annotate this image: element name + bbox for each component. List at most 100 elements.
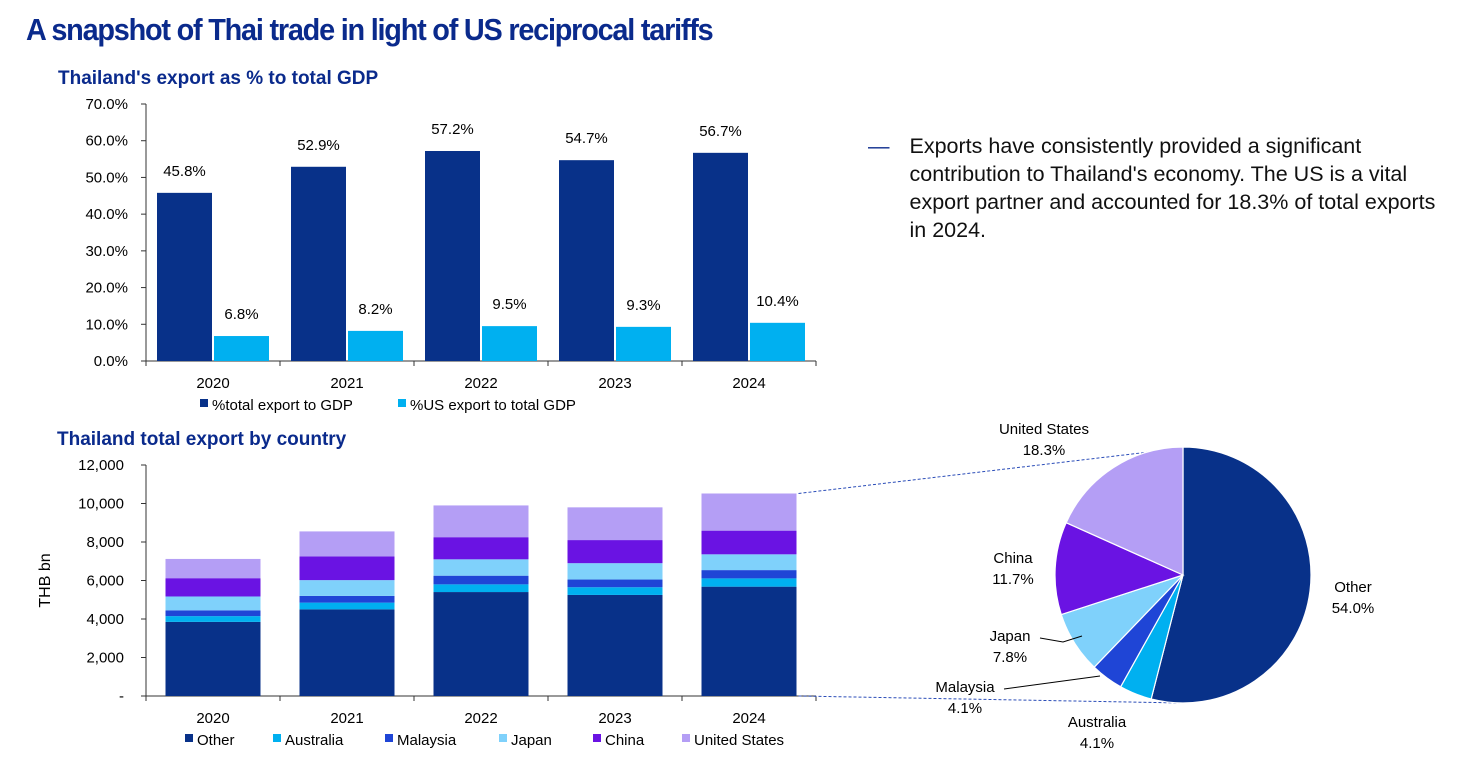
- bar-total-export: [559, 160, 614, 361]
- y-tick-label: 70.0%: [85, 96, 128, 113]
- stack-segment-australia: [299, 602, 395, 610]
- data-label: 52.9%: [297, 137, 340, 154]
- stack-segment-australia: [165, 616, 261, 622]
- legend-label: %US export to total GDP: [410, 397, 576, 414]
- pie-slice-united-states: [1065, 446, 1184, 576]
- legend-swatch: [593, 734, 601, 742]
- legend-swatch: [273, 734, 281, 742]
- data-label: 45.8%: [163, 163, 206, 180]
- stack-segment-china: [433, 537, 529, 560]
- stack-segment-other: [567, 594, 663, 696]
- stack-segment-australia: [567, 587, 663, 595]
- stack-segment-japan: [299, 580, 395, 596]
- y-tick-label: 30.0%: [85, 243, 128, 260]
- pie-value-malaysia: 4.1%: [948, 700, 982, 717]
- legend-label: Japan: [511, 732, 552, 749]
- legend-label: Other: [197, 732, 235, 749]
- y-tick-label: 8,000: [86, 534, 124, 551]
- bar-total-export: [693, 152, 748, 361]
- stack-segment-china: [165, 578, 261, 597]
- pie-label-japan: Japan: [990, 628, 1031, 645]
- y-tick-label: -: [119, 688, 124, 705]
- x-tick-label: 2022: [464, 710, 497, 727]
- bar-us-export: [616, 326, 671, 361]
- y-axis-label: THB bn: [37, 553, 54, 607]
- y-tick-label: 10.0%: [85, 316, 128, 333]
- data-label: 9.3%: [626, 297, 660, 314]
- stack-segment-china: [701, 530, 797, 555]
- legend-label: Australia: [285, 732, 344, 749]
- stack-segment-china: [299, 556, 395, 581]
- data-label: 10.4%: [756, 293, 799, 310]
- stack-segment-malaysia: [433, 575, 529, 585]
- bar-us-export: [214, 336, 269, 361]
- stack-segment-other: [433, 592, 529, 696]
- stack-segment-australia: [701, 578, 797, 587]
- commentary-dash: —: [868, 134, 890, 158]
- stack-segment-united-states: [567, 507, 663, 541]
- stack-segment-japan: [165, 596, 261, 611]
- bar-us-export: [348, 330, 403, 361]
- stack-segment-united-states: [433, 505, 529, 538]
- legend-swatch: [499, 734, 507, 742]
- legend-swatch: [385, 734, 393, 742]
- x-tick-label: 2024: [732, 710, 765, 727]
- x-tick-label: 2024: [732, 375, 765, 392]
- stack-segment-other: [165, 621, 261, 696]
- legend-swatch: [398, 399, 406, 407]
- data-label: 6.8%: [224, 306, 258, 323]
- y-tick-label: 60.0%: [85, 133, 128, 150]
- y-tick-label: 12,000: [78, 457, 124, 474]
- connector-line-top: [798, 447, 1184, 494]
- stack-segment-united-states: [165, 558, 261, 579]
- x-tick-label: 2021: [330, 710, 363, 727]
- pie-value-other: 54.0%: [1332, 600, 1375, 617]
- data-label: 8.2%: [358, 301, 392, 318]
- data-label: 56.7%: [699, 123, 742, 140]
- stack-segment-japan: [701, 554, 797, 571]
- commentary: — Exports have consistently provided a s…: [868, 132, 1448, 244]
- x-tick-label: 2020: [196, 375, 229, 392]
- pie-value-united-states: 18.3%: [1023, 442, 1066, 459]
- x-tick-label: 2021: [330, 375, 363, 392]
- pie-label-malaysia: Malaysia: [935, 679, 995, 696]
- pie-slice-other: [1150, 446, 1312, 704]
- x-tick-label: 2022: [464, 375, 497, 392]
- pie-slice-china: [1054, 521, 1185, 616]
- leader-line-malaysia: [1003, 675, 1101, 690]
- y-tick-label: 2,000: [86, 650, 124, 667]
- y-tick-label: 40.0%: [85, 206, 128, 223]
- pie-value-japan: 7.8%: [993, 649, 1027, 666]
- legend-label: United States: [694, 732, 784, 749]
- bar-total-export: [425, 150, 480, 361]
- bar-us-export: [482, 326, 537, 361]
- pie-value-china: 11.7%: [992, 571, 1033, 588]
- y-tick-label: 50.0%: [85, 169, 128, 186]
- chart-title-export-gdp: Thailand's export as % to total GDP: [58, 68, 379, 89]
- stack-segment-malaysia: [299, 595, 395, 603]
- stack-segment-other: [701, 586, 797, 696]
- y-tick-label: 4,000: [86, 611, 124, 628]
- pie-label-united-states: United States: [999, 421, 1089, 438]
- stack-segment-other: [299, 609, 395, 696]
- connector-line-bottom: [798, 695, 1184, 704]
- leader-line-japan: [1039, 635, 1083, 643]
- stack-segment-malaysia: [165, 610, 261, 617]
- stack-segment-australia: [433, 584, 529, 593]
- legend-swatch: [682, 734, 690, 742]
- bar-total-export: [157, 192, 212, 361]
- legend-swatch: [200, 399, 208, 407]
- stack-segment-china: [567, 540, 663, 564]
- bar-total-export: [291, 166, 346, 361]
- stack-segment-japan: [433, 559, 529, 576]
- data-label: 9.5%: [492, 296, 526, 313]
- y-tick-label: 6,000: [86, 573, 124, 590]
- pie-label-other: Other: [1334, 579, 1372, 596]
- legend-swatch: [185, 734, 193, 742]
- commentary-text: Exports have consistently provided a sig…: [909, 134, 1436, 242]
- stack-segment-united-states: [299, 531, 395, 557]
- stack-segment-united-states: [701, 493, 797, 531]
